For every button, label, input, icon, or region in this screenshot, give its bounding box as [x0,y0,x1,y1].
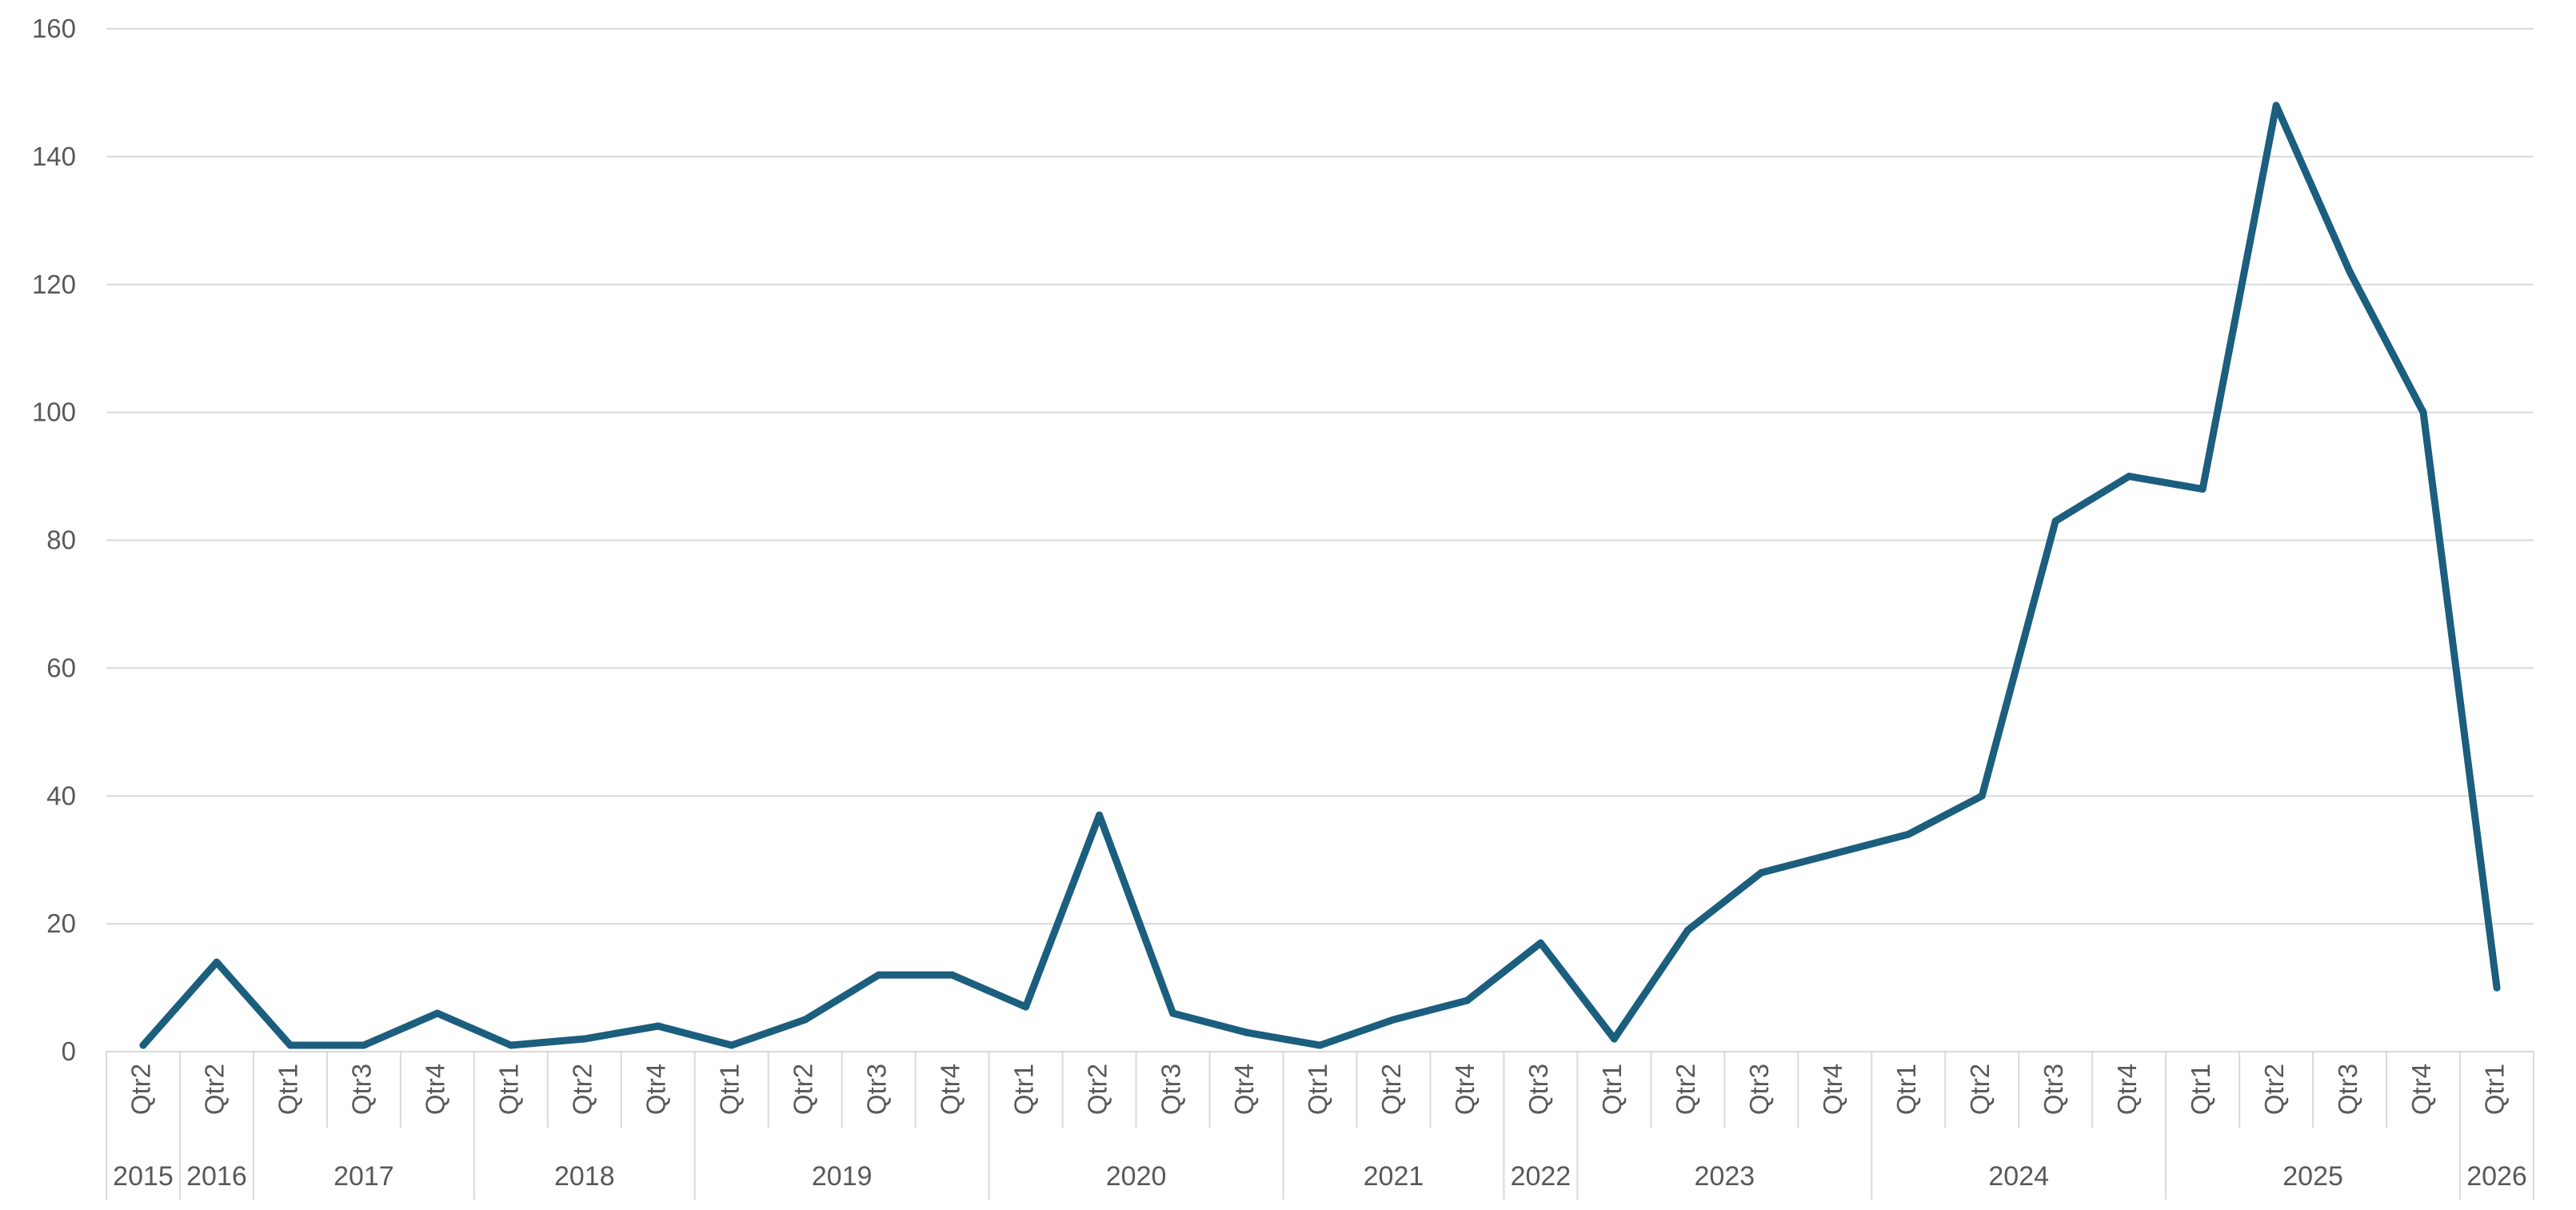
data-point [139,1041,147,1049]
data-point [1831,849,1839,857]
x-group-label: 2025 [2282,1161,2343,1192]
x-tick-label: Qtr2 [788,1064,817,1115]
x-group-label: 2016 [186,1161,247,1192]
y-tick-label: 60 [46,653,76,682]
x-tick-label: Qtr1 [274,1064,303,1115]
x-tick-label: Qtr3 [1524,1064,1553,1115]
x-group-label: 2020 [1106,1161,1167,1192]
x-group-label: 2026 [2466,1161,2527,1192]
data-point [1316,1041,1324,1049]
data-point [1904,830,1912,838]
y-tick-label: 0 [62,1036,76,1066]
x-tick-label: Qtr1 [494,1064,524,1115]
y-tick-label: 140 [32,142,76,171]
data-point [1536,939,1544,947]
data-point [2272,102,2280,110]
y-tick-label: 120 [32,270,76,299]
data-point [2199,485,2207,493]
x-group-label: 2024 [1988,1161,2049,1192]
data-point [1978,792,1986,800]
x-tick-label: Qtr1 [2186,1064,2215,1115]
x-tick-label: Qtr3 [2039,1064,2068,1115]
data-point [1610,1035,1618,1043]
x-tick-label: Qtr2 [1376,1064,1406,1115]
x-tick-label: Qtr4 [2112,1064,2142,1115]
data-point [2125,473,2133,481]
y-tick-label: 100 [32,397,76,427]
data-point [360,1041,368,1049]
x-tick-label: Qtr3 [1744,1064,1774,1115]
x-tick-label: Qtr4 [1450,1064,1480,1115]
data-point [507,1041,515,1049]
data-point [2051,517,2059,525]
x-group-label: 2015 [113,1161,174,1192]
x-tick-label: Qtr2 [2259,1064,2289,1115]
data-point [2346,268,2354,276]
x-group-label: 2021 [1364,1161,1424,1192]
x-tick-label: Qtr4 [2406,1064,2436,1115]
x-tick-label: Qtr2 [1082,1064,1112,1115]
data-point [581,1035,589,1043]
x-group-label: 2019 [812,1161,873,1192]
data-point [801,1016,809,1024]
x-group-label: 2023 [1695,1161,1755,1192]
x-tick-label: Qtr2 [200,1064,230,1115]
x-tick-label: Qtr4 [935,1064,965,1115]
y-axis-tick-labels: 0 20 40 60 80 100 120 140 160 [32,14,76,1066]
x-group-label: 2018 [554,1161,615,1192]
x-tick-label: Qtr1 [714,1064,744,1115]
x-tick-label: Qtr4 [1229,1064,1259,1115]
gridlines [106,28,2534,1052]
x-tick-label: Qtr3 [2333,1064,2362,1115]
y-tick-label: 20 [46,908,76,938]
data-point [1463,996,1471,1004]
data-point [286,1041,294,1049]
series-layer [139,102,2501,1049]
x-tick-label: Qtr2 [126,1064,156,1115]
x-tick-label: Qtr1 [1008,1064,1038,1115]
y-tick-label: 160 [32,14,76,43]
y-tick-label: 80 [46,525,76,555]
x-tick-label: Qtr1 [2480,1064,2510,1115]
data-point [1389,1016,1397,1024]
x-axis: Qtr2 Qtr2 Qtr1 Qtr3 Qtr4 Qtr1 Qtr2 Qtr4 Qtr1 Qtr2… [106,1052,2534,1200]
y-tick-label: 40 [46,781,76,810]
x-group-label: 2017 [333,1161,394,1192]
data-point [2493,984,2501,992]
x-group-label: 2022 [1511,1161,1572,1192]
x-tick-label: Qtr2 [568,1064,597,1115]
data-point [1169,1009,1177,1017]
data-point [1022,1003,1030,1011]
data-point [433,1009,441,1017]
data-point [654,1022,662,1030]
data-point [1757,869,1765,877]
x-tick-label: Qtr4 [641,1064,670,1115]
data-point [1683,926,1691,934]
data-point [875,971,883,979]
x-tick-label: Qtr4 [421,1064,450,1115]
x-tick-label: Qtr1 [1597,1064,1627,1115]
data-point [1096,811,1104,819]
x-tick-label: Qtr4 [1818,1064,1847,1115]
data-point [728,1041,736,1049]
x-tick-label: Qtr3 [347,1064,377,1115]
data-point [949,971,957,979]
x-tick-label: Qtr1 [1303,1064,1332,1115]
x-tick-label: Qtr3 [1156,1064,1185,1115]
x-tick-label: Qtr3 [861,1064,891,1115]
data-point [2419,409,2427,417]
data-point [1243,1028,1251,1036]
x-tick-label: Qtr2 [1671,1064,1700,1115]
x-tick-label: Qtr2 [1965,1064,1995,1115]
x-tick-label: Qtr1 [1891,1064,1921,1115]
data-point [213,958,221,966]
